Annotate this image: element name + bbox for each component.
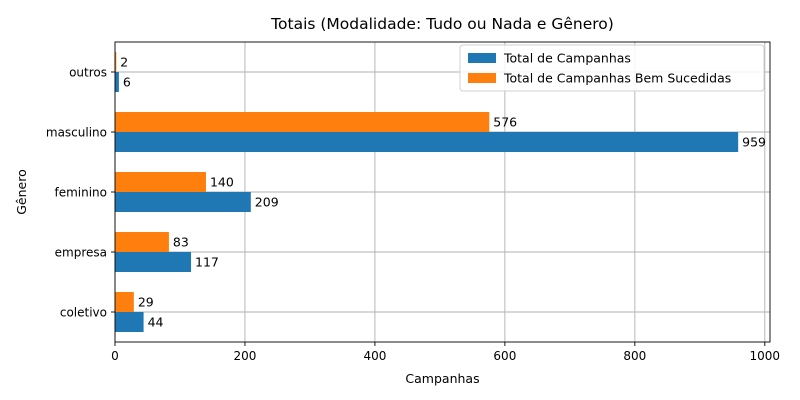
- bar: [115, 232, 169, 252]
- y-tick-label: feminino: [54, 186, 107, 200]
- legend-swatch: [468, 53, 496, 63]
- bars: [115, 52, 739, 332]
- legend-entry-label: Total de Campanhas Bem Sucedidas: [503, 71, 731, 86]
- bar: [115, 52, 117, 72]
- x-tick-label: 0: [111, 349, 119, 363]
- y-axis-label: Gênero: [14, 169, 29, 215]
- bar: [115, 312, 144, 332]
- bar-value-label: 959: [742, 135, 766, 150]
- bar-value-label: 29: [138, 295, 154, 310]
- x-tick-label: 600: [493, 349, 516, 363]
- y-tick-label: coletivo: [60, 306, 107, 320]
- data-labels: 44 117 209 959 6 29 83 140 576 2: [120, 55, 766, 330]
- legend: Total de Campanhas Total de Campanhas Bem…: [459, 44, 765, 92]
- bar: [115, 192, 251, 212]
- ticks: 0 200 400 600 800 1000 coletivo empresa feminino…: [46, 66, 780, 364]
- y-tick-label: outros: [69, 66, 107, 80]
- bar-value-label: 44: [148, 315, 164, 330]
- y-tick-label: masculino: [46, 126, 107, 140]
- x-tick-label: 800: [623, 349, 646, 363]
- bar-value-label: 576: [493, 115, 517, 130]
- x-axis-label: Campanhas: [405, 371, 479, 386]
- x-tick-label: 400: [363, 349, 386, 363]
- chart-title: Totais (Modalidade: Tudo ou Nada e Gêner…: [270, 15, 614, 33]
- legend-swatch: [468, 73, 496, 83]
- legend-entry-label: Total de Campanhas: [503, 51, 631, 66]
- bar: [115, 172, 206, 192]
- legend-frame: [459, 44, 765, 92]
- bar-value-label: 83: [173, 235, 189, 250]
- bar-value-label: 117: [195, 255, 219, 270]
- bar-value-label: 140: [210, 175, 234, 190]
- y-tick-label: empresa: [55, 246, 107, 260]
- bar: [115, 252, 192, 272]
- bar: [115, 72, 119, 92]
- bar: [115, 292, 134, 312]
- bar-value-label: 6: [123, 75, 131, 90]
- x-tick-label: 200: [234, 349, 257, 363]
- bar-value-label: 209: [255, 195, 279, 210]
- bar: [115, 112, 490, 132]
- bar-value-label: 2: [120, 55, 128, 70]
- bar: [115, 132, 739, 152]
- x-tick-label: 1000: [750, 349, 781, 363]
